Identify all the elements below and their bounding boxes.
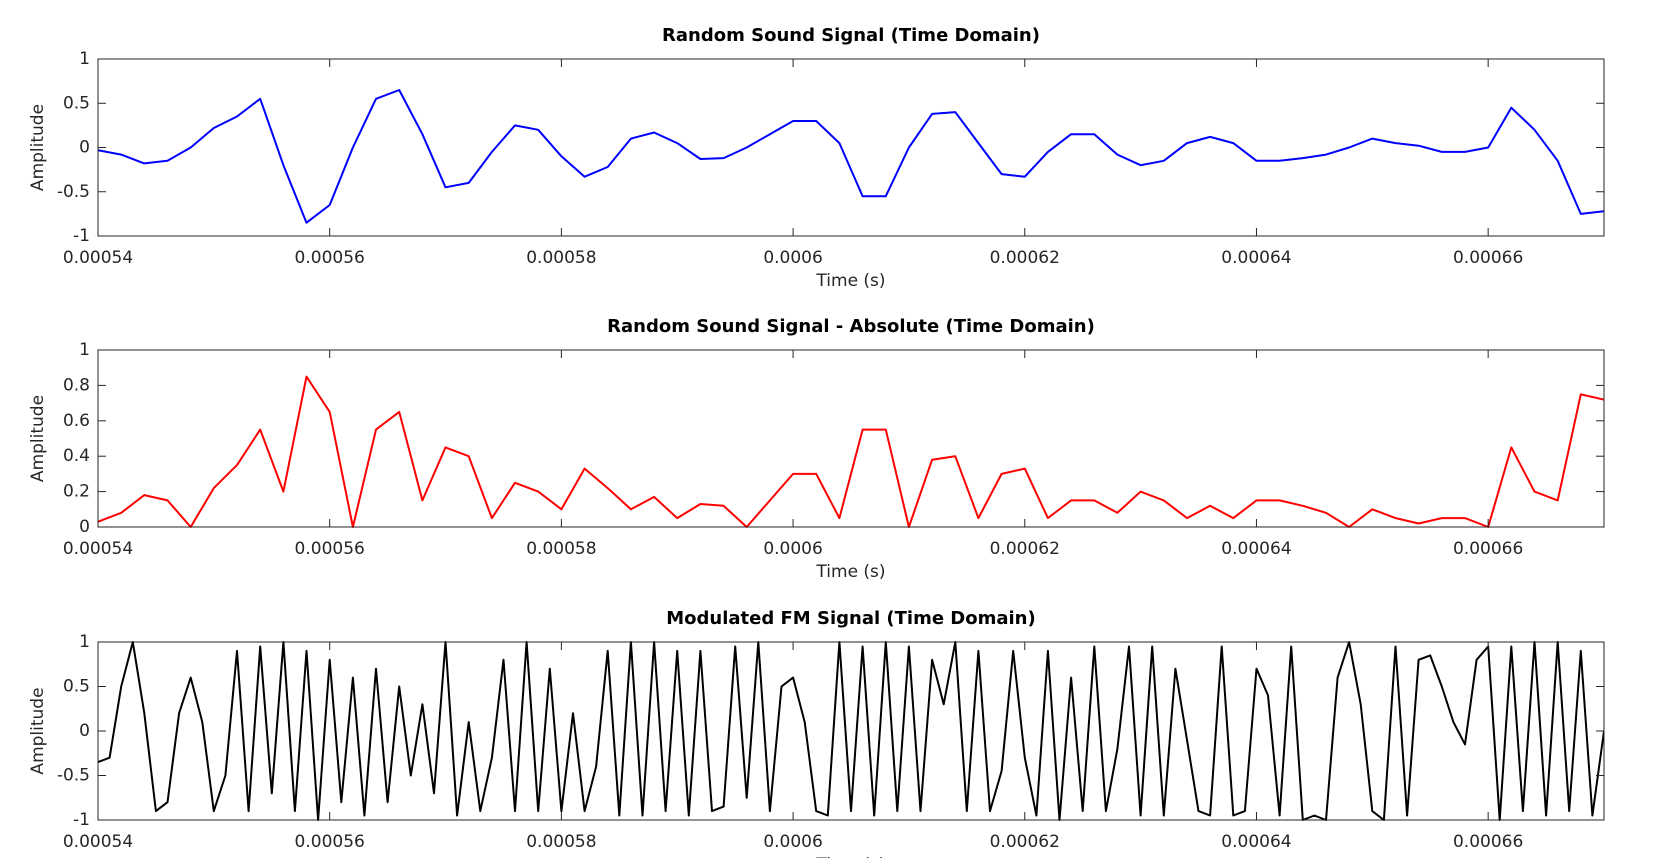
signal-line: [98, 641, 1604, 821]
x-tick-label: 0.0006: [763, 539, 822, 559]
y-tick-label: 0.5: [63, 677, 90, 697]
x-tick-label: 0.00054: [63, 832, 133, 852]
y-tick-label: -0.5: [57, 766, 90, 786]
y-tick-label: 1: [79, 49, 90, 69]
x-tick-label: 0.00058: [526, 539, 596, 559]
plot-area: [98, 350, 1604, 527]
plot-area: [98, 59, 1604, 236]
x-axis-label: Time (s): [815, 855, 885, 858]
y-tick-label: 0.5: [63, 93, 90, 113]
x-tick-label: 0.00058: [526, 248, 596, 268]
signal-line: [98, 89, 1604, 224]
x-axis-label: Time (s): [815, 271, 885, 291]
x-tick-label: 0.00066: [1453, 832, 1523, 852]
y-tick-label: 0: [79, 517, 90, 537]
chart-title: Random Sound Signal (Time Domain): [662, 25, 1040, 46]
y-tick-label: 0: [79, 138, 90, 158]
chart-title: Modulated FM Signal (Time Domain): [666, 608, 1035, 629]
y-tick-label: 1: [79, 632, 90, 652]
chart-title: Random Sound Signal - Absolute (Time Dom…: [607, 316, 1095, 337]
x-tick-label: 0.00054: [63, 248, 133, 268]
x-tick-label: 0.00056: [295, 832, 365, 852]
x-tick-label: 0.00062: [990, 248, 1060, 268]
axes-box: [97, 349, 1605, 528]
x-tick-label: 0.00062: [990, 832, 1060, 852]
x-tick-label: 0.0006: [763, 832, 822, 852]
x-tick-label: 0.00062: [990, 539, 1060, 559]
x-tick-label: 0.00054: [63, 539, 133, 559]
x-tick-label: 0.0006: [763, 248, 822, 268]
x-tick-label: 0.00056: [295, 248, 365, 268]
y-tick-label: -0.5: [57, 182, 90, 202]
x-tick-label: 0.00056: [295, 539, 365, 559]
y-axis-label: Amplitude: [28, 104, 48, 191]
plot-area: [98, 642, 1604, 820]
y-tick-label: -1: [73, 226, 90, 246]
signal-line: [98, 375, 1604, 528]
x-tick-label: 0.00064: [1221, 832, 1291, 852]
y-tick-label: 0: [79, 721, 90, 741]
x-tick-label: 0.00064: [1221, 539, 1291, 559]
x-axis-label: Time (s): [815, 562, 885, 582]
y-tick-label: 0.8: [63, 375, 90, 395]
y-tick-label: 0.4: [63, 446, 90, 466]
y-axis-label: Amplitude: [28, 687, 48, 774]
y-tick-label: -1: [73, 810, 90, 830]
x-tick-label: 0.00066: [1453, 248, 1523, 268]
x-tick-label: 0.00066: [1453, 539, 1523, 559]
x-tick-label: 0.00058: [526, 832, 596, 852]
x-tick-label: 0.00064: [1221, 248, 1291, 268]
y-tick-label: 0.2: [63, 482, 90, 502]
y-tick-label: 0.6: [63, 411, 90, 431]
y-tick-label: 1: [79, 340, 90, 360]
y-axis-label: Amplitude: [28, 395, 48, 482]
